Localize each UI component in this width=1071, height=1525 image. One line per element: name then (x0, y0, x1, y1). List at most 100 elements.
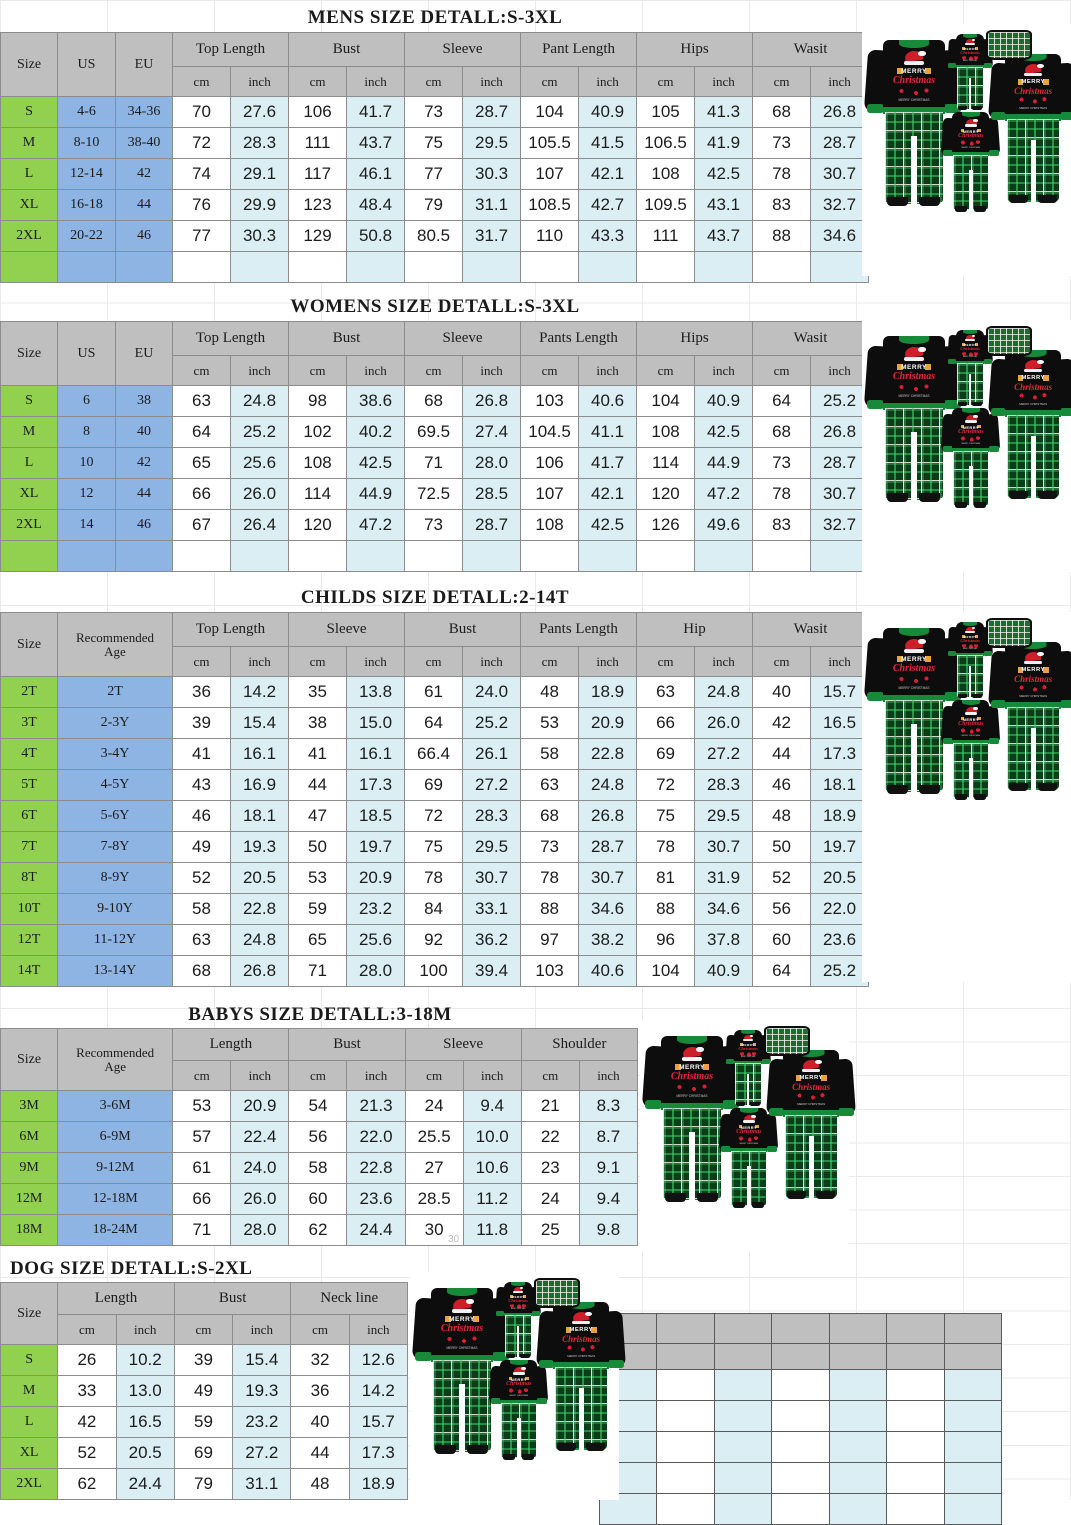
pet-bandana (986, 618, 1032, 649)
col-unit-3-0: cm (520, 646, 580, 677)
gift-box-icon (675, 1064, 681, 1070)
gift-box-icon (508, 1376, 513, 1381)
cell-size: 5T (0, 769, 58, 801)
col-header-id-0: Size (0, 32, 58, 97)
gift-box-icon (962, 342, 965, 346)
graphic-merry-text: MERRY (962, 128, 979, 134)
col-unit-2-1: inch (462, 66, 522, 97)
graphic-merry-text: MERRY (679, 1064, 705, 1071)
col-group-2: Sleeve (404, 32, 522, 67)
cell-value: 64 (172, 416, 231, 448)
empty-cell (829, 1431, 887, 1463)
cell-value: 34.6 (578, 893, 638, 925)
collar (739, 1108, 758, 1113)
cuff-left (415, 1352, 432, 1361)
col-unit-2-1: inch (462, 646, 522, 677)
graphic-subtext: MERRY CHRISTMAS (962, 356, 978, 358)
cell-value: 23.6 (346, 1183, 406, 1215)
cell-value: 31.1 (232, 1468, 292, 1500)
pant-hem-left (435, 1445, 456, 1454)
cell-age: 8-9Y (57, 862, 173, 894)
leg-gap (1030, 728, 1036, 794)
cell-value: 73 (404, 96, 464, 128)
empty-cell (886, 1400, 945, 1432)
cell-value: 52 (752, 862, 812, 894)
santa-hat-icon (452, 1298, 474, 1313)
waist-band (1005, 410, 1062, 417)
empty-cell (829, 1369, 887, 1401)
col-group-2: Neck line (290, 1282, 408, 1315)
waist-band (883, 403, 945, 410)
table-row: 6M 6-9M 57 22.4 56 22.0 25.5 10.0 22 8.7 (0, 1121, 639, 1153)
collar (677, 1036, 707, 1044)
empty-row (599, 1400, 1002, 1432)
cell-value: 123 (288, 189, 348, 221)
santa-hat-icon (1024, 359, 1044, 373)
cell-value: 69.5 (404, 416, 464, 448)
cell-value (694, 251, 754, 283)
cell-value: 70 (172, 96, 231, 128)
adult-woman-pajama-set: MERRY Christmas MERRY CHRISTMAS (988, 642, 1071, 794)
pant-hem-right (973, 794, 987, 800)
empty-cell (886, 1493, 945, 1525)
table-row: 2XL 14 46 67 26.4 120 47.2 73 28.7 108 42.5 126 49.6… (0, 509, 870, 541)
cell-size: L (0, 1406, 59, 1438)
leg-gap (969, 757, 973, 801)
graphic-subtext: MERRY CHRISTMAS (797, 1102, 826, 1107)
pant-hem-right (919, 493, 940, 502)
cell-value: 48 (520, 676, 580, 708)
cell-value: 9.8 (578, 1214, 639, 1246)
cuff-left (490, 1398, 501, 1404)
empty-cell (944, 1493, 1002, 1525)
cell-value: 104.5 (520, 416, 580, 448)
childs-size-section: CHILDS SIZE DETALL:2-14T Size Recommended… (0, 584, 870, 987)
col-unit-1-0: cm (288, 646, 348, 677)
cell-age: 13-14Y (57, 955, 173, 987)
pant-hem-left (665, 1193, 686, 1202)
cuff-left (990, 699, 1007, 708)
cell-value (462, 540, 522, 572)
stray-cell-text: 30 (448, 1234, 460, 1245)
col-unit-3-0: cm (520, 1060, 580, 1091)
empty-header-cell (714, 1313, 772, 1344)
cell-value: 68 (520, 800, 580, 832)
cell-value: 22.0 (810, 893, 870, 925)
cell-value: 68 (752, 416, 812, 448)
cell-us: 16-18 (57, 189, 116, 221)
cell-value: 63 (172, 924, 231, 956)
gift-box-icon (960, 716, 965, 721)
cell-value (752, 251, 812, 283)
cell-value: 59 (288, 893, 348, 925)
cell-value: 120 (288, 509, 348, 541)
cell-value: 22.8 (229, 893, 290, 925)
col-unit-2-1: inch (462, 1060, 522, 1091)
cell-value: 30.7 (810, 478, 870, 510)
pet-bandana (764, 1026, 810, 1057)
cell-value: 21 (520, 1090, 580, 1122)
cell-value: 25.2 (810, 385, 870, 417)
cell-value: 52 (172, 862, 231, 894)
table-row: 2XL 62 24.4 79 31.1 48 18.9 (0, 1468, 409, 1500)
col-group-5: Wasit (752, 612, 870, 647)
graphic-dots (736, 1136, 762, 1143)
col-unit-3-1: inch (578, 646, 638, 677)
cell-age: 11-12Y (57, 924, 173, 956)
empty-filler-table (599, 1313, 1002, 1525)
cell-value: 72.5 (404, 478, 464, 510)
cell-value: 43.7 (694, 220, 754, 252)
cell-size: 12T (0, 924, 58, 956)
graphic-christmas-text: Christmas (562, 1333, 601, 1344)
cell-age: 9-12M (57, 1152, 174, 1184)
cuff-left (942, 446, 953, 452)
table-row: L 42 16.5 59 23.2 40 15.7 (0, 1406, 409, 1438)
cell-age: 12-18M (57, 1183, 174, 1215)
cell-value: 78 (752, 478, 812, 510)
toddler-pajama-set: MERRY Christmas MERRY CHRISTMAS (947, 34, 994, 112)
col-unit-2-0: cm (404, 355, 464, 386)
cell-value: 100 (404, 955, 464, 987)
adult-woman-pajama-set: MERRY Christmas MERRY CHRISTMAS (988, 54, 1071, 206)
graphic-christmas-text: Christmas (958, 429, 984, 435)
col-group-3: Pant Length (520, 32, 638, 67)
cell-value: 67 (172, 509, 231, 541)
cell-value: 43 (172, 769, 231, 801)
